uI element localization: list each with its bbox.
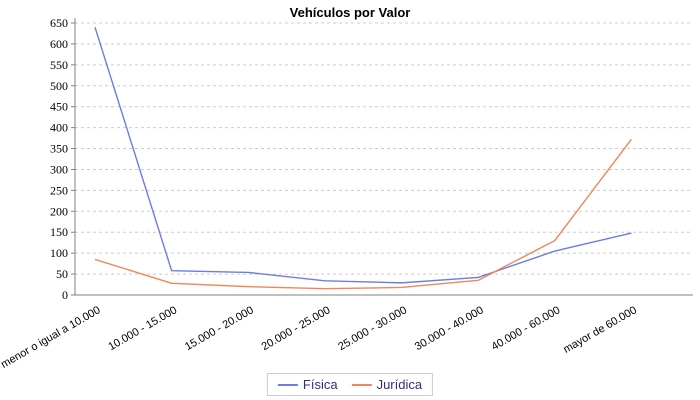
x-category-label: mayor de 60.000 (561, 304, 639, 356)
legend-item: Física (277, 377, 338, 392)
x-category-label: 20.000 - 25.000 (260, 304, 333, 353)
y-tick-label: 650 (50, 16, 68, 30)
legend-label: Física (302, 377, 338, 392)
x-category-label: 15.000 - 20.000 (183, 304, 256, 353)
y-tick-label: 450 (50, 100, 68, 114)
y-tick-label: 300 (50, 162, 68, 176)
y-tick-label: 600 (50, 37, 68, 51)
y-tick-label: 400 (50, 121, 68, 135)
y-tick-label: 350 (50, 142, 68, 156)
x-category-label: 40.000 - 60.000 (490, 304, 563, 353)
y-tick-label: 0 (62, 288, 68, 302)
legend-swatch-line (277, 383, 298, 386)
y-tick-label: 50 (56, 267, 68, 281)
y-tick-label: 200 (50, 204, 68, 218)
y-tick-label: 100 (50, 246, 68, 260)
legend-swatch-line (351, 383, 372, 386)
y-tick-label: 250 (50, 183, 68, 197)
legend: Física Jurídica (266, 373, 434, 396)
y-tick-label: 150 (50, 225, 68, 239)
series-line-física (94, 26, 632, 284)
legend-label: Jurídica (376, 377, 423, 392)
chart-title: Vehículos por Valor (289, 5, 411, 20)
x-category-label: menor o igual a 10.000 (0, 304, 102, 371)
x-category-label: 10.000 - 15.000 (106, 304, 179, 353)
legend-item: Jurídica (351, 377, 423, 392)
series-line-jurídica (94, 138, 632, 290)
x-category-label: 25.000 - 30.000 (336, 304, 409, 353)
y-tick-label: 500 (50, 79, 68, 93)
y-tick-label: 550 (50, 58, 68, 72)
x-category-label: 30.000 - 40.000 (413, 304, 486, 353)
